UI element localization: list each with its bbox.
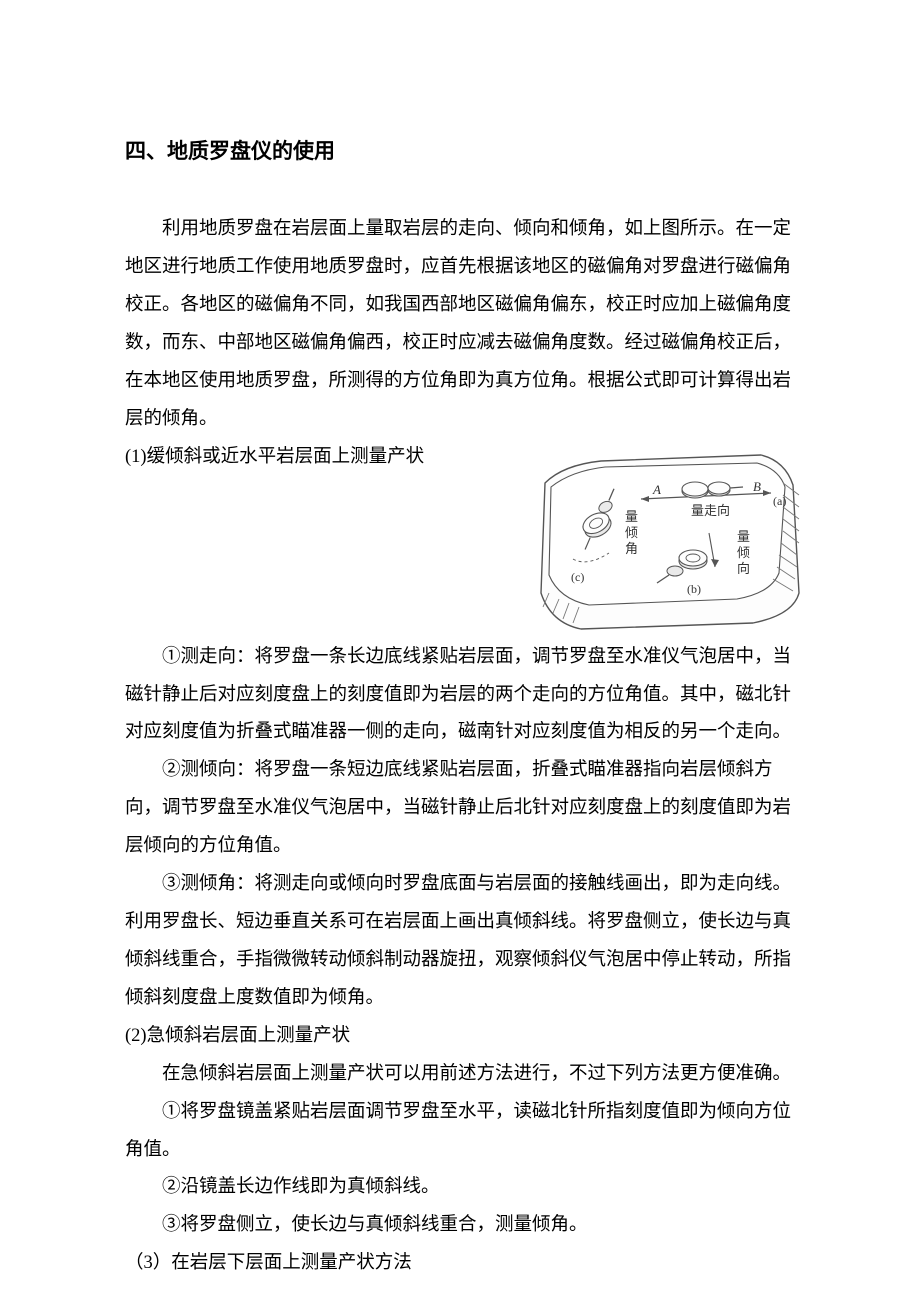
para-step1: ①测走向：将罗盘一条长边底线紧贴岩层面，调节罗盘至水准仪气泡居中，当磁针静止后对… [125, 639, 805, 753]
figure-label-qingxiang-2: 倾 [737, 545, 750, 560]
para-intro-a-text: 利用地质罗盘在岩层面上量取岩层的走向、倾向和倾角，如上图所示。在一定地区进行地质… [125, 219, 791, 429]
figure-label-a: (a) [773, 494, 786, 508]
para-step3: ③测倾角：将测走向或倾向时罗盘底面与岩层面的接触线画出，即为走向线。利用罗盘长、… [125, 866, 805, 1018]
figure-label-qingjiao-1: 量 [625, 509, 638, 524]
para-sub3: （3）在岩层下层面上测量产状方法 [125, 1245, 805, 1283]
para-intro-a: 利用地质罗盘在岩层面上量取岩层的走向、倾向和倾角，如上图所示。在一定地区进行地质… [125, 211, 805, 439]
figure-label-A: A [652, 482, 661, 497]
compass-figure-svg: A B (a) 量走向 (b) [523, 443, 805, 633]
compass-usage-figure: A B (a) 量走向 (b) [523, 443, 805, 633]
para-sub2-step3: ③将罗盘侧立，使长边与真倾斜线重合，测量倾角。 [125, 1207, 805, 1245]
para-sub2-step2: ②沿镜盖长边作线即为真倾斜线。 [125, 1169, 805, 1207]
para-step2: ②测倾向：将罗盘一条短边底线紧贴岩层面，折叠式瞄准器指向岩层倾斜方向，调节罗盘至… [125, 752, 805, 866]
figure-label-qingxiang-3: 向 [737, 561, 750, 576]
para-sub2: (2)急倾斜岩层面上测量产状 [125, 1018, 805, 1056]
para-sub2-step1: ①将罗盘镜盖紧贴岩层面调节罗盘至水平，读磁北针所指刻度值即为倾向方位角值。 [125, 1094, 805, 1170]
figure-label-b: (b) [687, 582, 701, 596]
figure-label-qingxiang-1: 量 [737, 529, 750, 544]
para-sub2-intro: 在急倾斜岩层面上测量产状可以用前述方法进行，不过下列方法更方便准确。 [125, 1056, 805, 1094]
figure-label-zouxiang: 量走向 [691, 503, 730, 518]
section-heading: 四、地质罗盘仪的使用 [125, 130, 805, 173]
figure-label-B: B [753, 479, 761, 494]
figure-label-qingjiao-2: 倾 [625, 525, 638, 540]
figure-label-c: (c) [571, 570, 584, 584]
figure-label-qingjiao-3: 角 [625, 541, 638, 556]
document-page: 四、地质罗盘仪的使用 利用地质罗盘在岩层面上量取岩层的走向、倾向和倾角，如上图所… [0, 0, 920, 1302]
